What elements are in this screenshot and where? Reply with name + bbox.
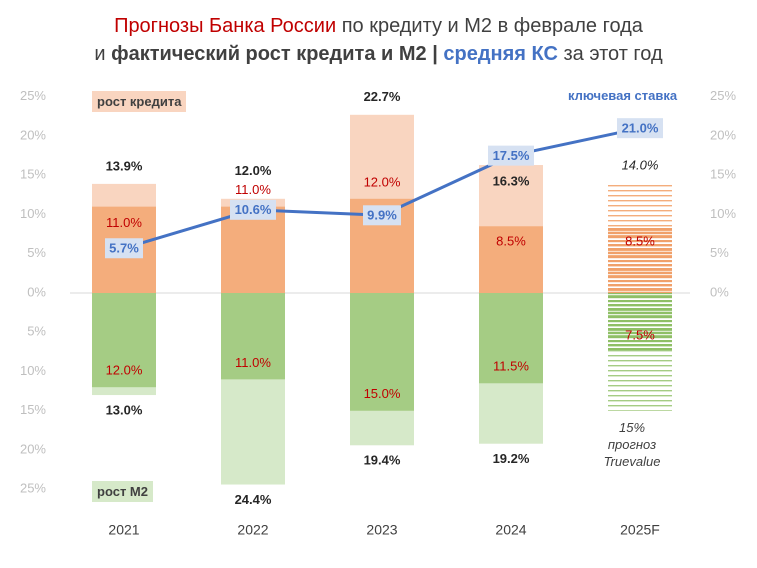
label-m2-fact: 19.2% <box>493 451 530 466</box>
label-credit-fact: 16.3% <box>493 173 530 188</box>
label-m2-forecast: 15.0% <box>364 386 401 401</box>
forecast-note-line-2: прогноз <box>607 437 657 452</box>
y-left-tick-label: 0% <box>27 284 46 299</box>
y-right-tick-label: 15% <box>710 167 736 182</box>
x-tick-label: 2025F <box>620 522 660 538</box>
rate-label-bg <box>105 238 143 259</box>
y-left-tick-label: 15% <box>20 402 46 417</box>
x-tick-label: 2023 <box>366 522 397 538</box>
chart-title-line-2: и фактический рост кредита и М2 | средня… <box>0 43 757 66</box>
label-m2-forecast: 12.0% <box>106 363 143 378</box>
rate-label-bg <box>363 205 401 226</box>
rate-label: 5.7% <box>109 241 139 256</box>
bar-m2-forecast <box>479 293 543 384</box>
chart-title-line-1: Прогнозы Банка России по кредиту и М2 в … <box>0 15 757 38</box>
y-right-tick-label: 5% <box>710 245 729 260</box>
legend-credit: рост кредита <box>92 91 187 112</box>
rate-label-bg <box>488 145 534 166</box>
label-m2-forecast: 11.0% <box>235 355 271 370</box>
label-credit-fact: 22.7% <box>364 89 401 104</box>
title-prefix: и <box>94 43 106 65</box>
rate-label-bg <box>617 118 663 139</box>
y-left-tick-label: 5% <box>27 324 46 339</box>
x-tick-label: 2022 <box>237 522 268 538</box>
bar-credit-forecast <box>608 226 672 293</box>
rate-label: 17.5% <box>493 148 530 163</box>
y-right-tick-label: 0% <box>710 284 729 299</box>
bar-m2-forecast <box>221 293 285 380</box>
forecast-note-line-1: 15% <box>618 420 646 435</box>
y-right-tick-label: 10% <box>710 206 736 221</box>
label-m2-fact: 24.4% <box>235 492 272 507</box>
legend-m2: рост М2 <box>92 481 153 502</box>
label-credit-forecast: 8.5% <box>496 234 526 249</box>
y-left-tick-label: 10% <box>20 363 46 378</box>
label-m2-fact: 13.0% <box>106 402 143 417</box>
title-bold-part: фактический рост кредита и М2 <box>111 43 427 65</box>
label-credit-forecast: 11.0% <box>235 182 271 197</box>
title-blue-part: средняя КС <box>443 43 558 65</box>
y-right-tick-label: 20% <box>710 127 736 142</box>
bar-credit-forecast <box>221 206 285 293</box>
rate-label: 9.9% <box>367 208 397 223</box>
rate-label: 21.0% <box>622 121 659 136</box>
x-tick-label: 2024 <box>495 522 526 538</box>
label-m2-forecast: 11.5% <box>493 359 529 374</box>
title-red-part: Прогнозы Банка России <box>114 15 337 37</box>
label-credit-forecast: 12.0% <box>364 174 401 189</box>
label-m2-forecast: 7.5% <box>625 327 655 342</box>
y-left-tick-label: 20% <box>20 441 46 456</box>
y-left-tick-label: 20% <box>20 127 46 142</box>
bar-m2-forecast <box>92 293 156 388</box>
label-credit-fact: 14.0% <box>622 158 659 173</box>
bar-credit-forecast <box>479 226 543 293</box>
y-left-tick-label: 5% <box>27 245 46 260</box>
rate-label-bg <box>230 199 276 220</box>
label-credit-forecast: 11.0% <box>106 215 142 230</box>
label-credit-fact: 13.9% <box>106 158 143 173</box>
legend-rate: ключевая ставка <box>568 88 678 103</box>
title-separator: | <box>432 43 438 65</box>
bar-m2-forecast <box>350 293 414 411</box>
label-credit-fact: 12.0% <box>235 163 272 178</box>
rate-label: 10.6% <box>235 202 272 217</box>
label-m2-fact: 19.4% <box>364 453 401 468</box>
y-left-tick-label: 25% <box>20 88 46 103</box>
forecast-note-line-3: Truevalue <box>603 454 661 469</box>
x-tick-label: 2021 <box>108 522 139 538</box>
y-right-tick-label: 25% <box>710 88 736 103</box>
title-suffix: за этот год <box>563 43 663 65</box>
bar-m2-forecast <box>608 293 672 352</box>
y-left-tick-label: 25% <box>20 481 46 496</box>
title-rest-part: по кредиту и М2 в феврале года <box>341 15 643 37</box>
forecast-note: 15% прогноз Truevalue <box>587 420 677 469</box>
label-credit-forecast: 8.5% <box>625 234 655 249</box>
y-left-tick-label: 15% <box>20 167 46 182</box>
y-left-tick-label: 10% <box>20 206 46 221</box>
